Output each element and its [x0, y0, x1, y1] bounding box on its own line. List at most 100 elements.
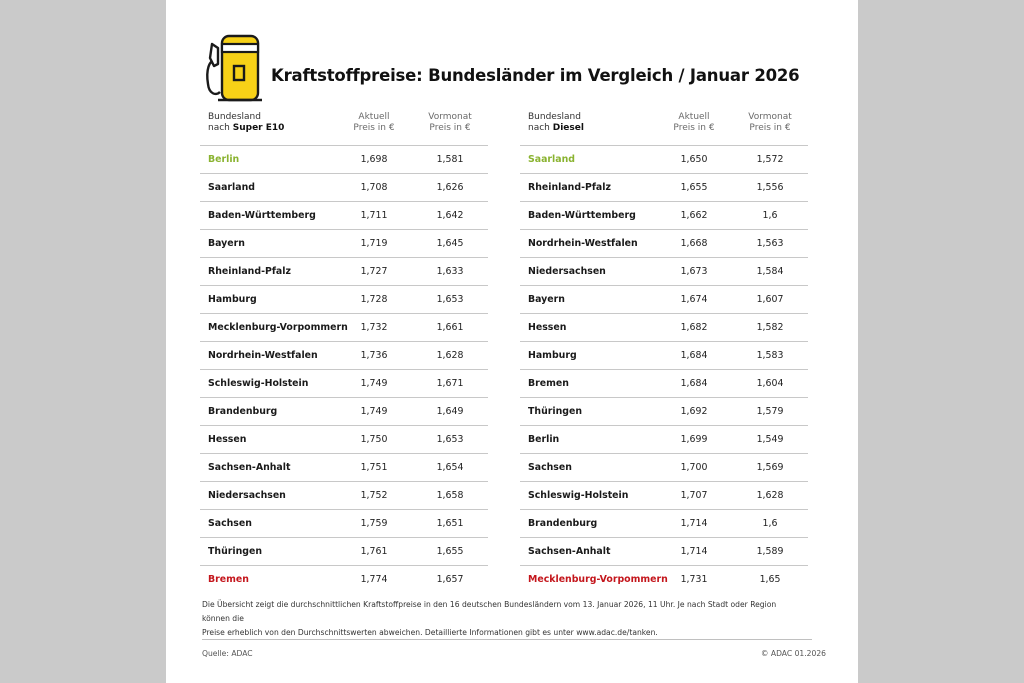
infographic-sheet: Kraftstoffpreise: Bundesländer im Vergle…	[166, 0, 858, 683]
state-cell: Sachsen	[200, 509, 336, 538]
header-prefix: nach	[208, 123, 233, 133]
state-cell: Bremen	[208, 574, 249, 585]
fuel-pump-icon	[206, 34, 262, 102]
current-price-cell: 1,673	[656, 257, 732, 286]
column-header-previous: Vormonat Preis in €	[732, 112, 808, 146]
current-price-cell: 1,692	[656, 397, 732, 426]
state-cell: Hamburg	[200, 285, 336, 314]
previous-price-cell: 1,649	[412, 397, 488, 426]
state-cell: Rheinland-Pfalz	[200, 257, 336, 286]
current-price-cell: 1,749	[336, 369, 412, 398]
previous-price-cell: 1,589	[732, 537, 808, 566]
table-row: Thüringen 1,692 1,579	[520, 397, 808, 426]
column-header-state: Bundesland nach Super E10	[200, 112, 336, 146]
table-row: Sachsen 1,700 1,569	[520, 453, 808, 482]
table-row: Brandenburg 1,714 1,6	[520, 509, 808, 538]
current-price-cell: 1,674	[656, 285, 732, 314]
previous-price-cell: 1,653	[412, 425, 488, 454]
table-row: Hessen 1,682 1,582	[520, 313, 808, 342]
table-row: Baden-Württemberg 1,711 1,642	[200, 201, 488, 230]
previous-price-cell: 1,556	[732, 173, 808, 202]
previous-price-cell: 1,651	[412, 509, 488, 538]
table-body: Berlin 1,698 1,581 Saarland 1,708 1,626 Baden-…	[200, 145, 488, 594]
current-price-cell: 1,728	[336, 285, 412, 314]
current-price-cell: 1,650	[656, 145, 732, 174]
table-row: Niedersachsen 1,752 1,658	[200, 481, 488, 510]
previous-price-cell: 1,604	[732, 369, 808, 398]
table-header-row: Bundesland nach Super E10 Aktuell Preis …	[200, 112, 488, 146]
table-row: Schleswig-Holstein 1,749 1,671	[200, 369, 488, 398]
state-cell: Sachsen	[520, 453, 656, 482]
state-cell: Baden-Württemberg	[520, 201, 656, 230]
state-cell: Nordrhein-Westfalen	[200, 341, 336, 370]
table-row: Hamburg 1,684 1,583	[520, 341, 808, 370]
header-line: Bundesland	[528, 112, 581, 122]
previous-price-cell: 1,626	[412, 173, 488, 202]
current-price-cell: 1,761	[336, 537, 412, 566]
table-row: Mecklenburg-Vorpommern 1,731 1,65	[520, 566, 808, 594]
divider	[202, 639, 812, 640]
table-row: Nordrhein-Westfalen 1,668 1,563	[520, 229, 808, 258]
state-cell: Niedersachsen	[200, 481, 336, 510]
table-row: Bremen 1,684 1,604	[520, 369, 808, 398]
current-price-cell: 1,708	[336, 173, 412, 202]
current-price-cell: 1,707	[656, 481, 732, 510]
current-price-cell: 1,699	[656, 425, 732, 454]
table-row: Saarland 1,708 1,626	[200, 173, 488, 202]
previous-price-cell: 1,572	[732, 145, 808, 174]
previous-price-cell: 1,65	[759, 574, 781, 585]
table-row: Hamburg 1,728 1,653	[200, 285, 488, 314]
previous-price-cell: 1,645	[412, 229, 488, 258]
state-cell: Sachsen-Anhalt	[520, 537, 656, 566]
table-row: Nordrhein-Westfalen 1,736 1,628	[200, 341, 488, 370]
current-price-cell: 1,662	[656, 201, 732, 230]
current-price-cell: 1,750	[336, 425, 412, 454]
state-cell: Saarland	[200, 173, 336, 202]
state-cell: Berlin	[200, 145, 336, 174]
state-cell: Hessen	[520, 313, 656, 342]
previous-price-cell: 1,657	[436, 574, 464, 585]
previous-price-cell: 1,628	[732, 481, 808, 510]
table-row: Bayern 1,674 1,607	[520, 285, 808, 314]
state-cell: Saarland	[520, 145, 656, 174]
previous-price-cell: 1,653	[412, 285, 488, 314]
fuel-type-label: Super E10	[232, 123, 285, 133]
state-cell: Bayern	[200, 229, 336, 258]
header-line: Vormonat	[748, 112, 792, 122]
column-header-previous: Vormonat Preis in €	[412, 112, 488, 146]
previous-price-cell: 1,628	[412, 341, 488, 370]
table-row: Niedersachsen 1,673 1,584	[520, 257, 808, 286]
current-price-cell: 1,700	[656, 453, 732, 482]
header-line: Preis in €	[673, 123, 715, 133]
state-cell: Berlin	[520, 425, 656, 454]
table-row: Sachsen-Anhalt 1,751 1,654	[200, 453, 488, 482]
current-price-cell: 1,727	[336, 257, 412, 286]
state-cell: Brandenburg	[200, 397, 336, 426]
header-line: Preis in €	[429, 123, 471, 133]
previous-price-cell: 1,584	[732, 257, 808, 286]
current-price-cell: 1,751	[336, 453, 412, 482]
current-price-cell: 1,684	[656, 341, 732, 370]
state-cell: Rheinland-Pfalz	[520, 173, 656, 202]
header-prefix: nach	[528, 123, 553, 133]
state-cell: Baden-Württemberg	[200, 201, 336, 230]
table-row: Hessen 1,750 1,653	[200, 425, 488, 454]
previous-price-cell: 1,661	[412, 313, 488, 342]
previous-price-cell: 1,549	[732, 425, 808, 454]
table-row: Sachsen 1,759 1,651	[200, 509, 488, 538]
footnote-line: Die Übersicht zeigt die durchschnittlich…	[202, 600, 777, 623]
state-cell: Bayern	[520, 285, 656, 314]
table-row: Brandenburg 1,749 1,649	[200, 397, 488, 426]
copyright-label: © ADAC 01.2026	[760, 649, 826, 658]
table-row: Rheinland-Pfalz 1,727 1,633	[200, 257, 488, 286]
footnote: Die Übersicht zeigt die durchschnittlich…	[202, 598, 802, 640]
current-price-cell: 1,668	[656, 229, 732, 258]
table-row: Saarland 1,650 1,572	[520, 145, 808, 174]
state-cell: Niedersachsen	[520, 257, 656, 286]
header-line: Aktuell	[678, 112, 710, 122]
header-line: Aktuell	[358, 112, 390, 122]
diesel-table: Bundesland nach Diesel Aktuell Preis in …	[520, 112, 808, 593]
table-header-row: Bundesland nach Diesel Aktuell Preis in …	[520, 112, 808, 146]
previous-price-cell: 1,6	[732, 509, 808, 538]
previous-price-cell: 1,642	[412, 201, 488, 230]
